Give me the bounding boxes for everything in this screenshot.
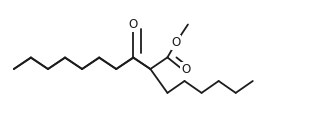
Text: O: O [129,18,138,31]
Text: O: O [181,63,190,75]
Text: O: O [171,36,181,49]
